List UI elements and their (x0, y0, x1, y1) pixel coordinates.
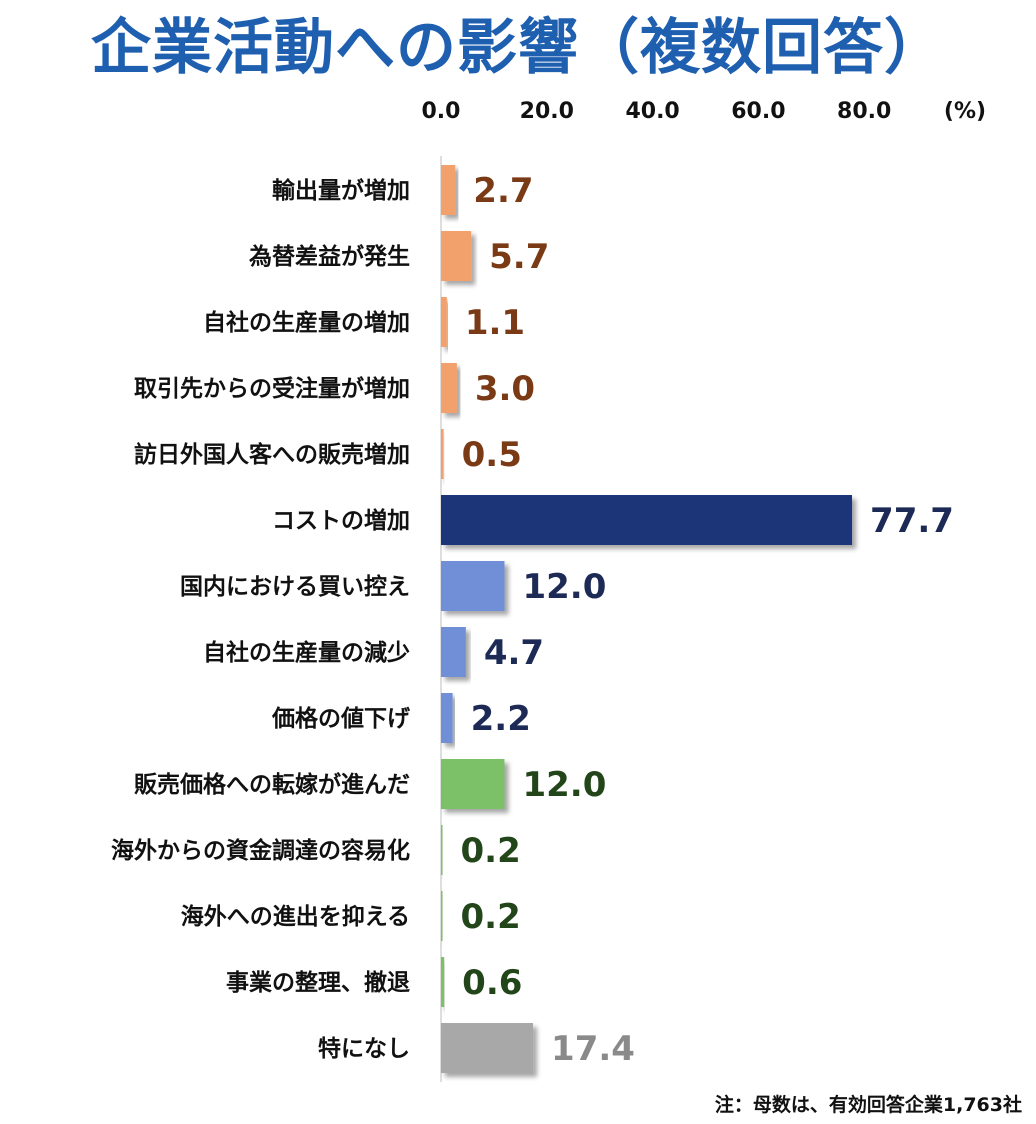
category-label: 価格の値下げ (271, 705, 411, 732)
category-label: 為替差益が発生 (249, 243, 410, 270)
axis-unit-label: (%) (944, 99, 986, 124)
category-label: 事業の整理、撤退 (226, 969, 410, 996)
value-label: 12.0 (522, 765, 606, 805)
bar (441, 1023, 534, 1073)
value-label: 2.7 (473, 171, 533, 211)
bar (441, 759, 505, 809)
bars (441, 165, 853, 1073)
value-label: 0.6 (462, 963, 522, 1003)
value-label: 0.2 (461, 897, 521, 937)
category-label: 自社の生産量の減少 (203, 639, 410, 666)
bar (441, 957, 445, 1007)
category-label: 輸出量が増加 (272, 177, 410, 204)
chart-title: 企業活動への影響（複数回答） (91, 12, 945, 83)
value-label: 1.1 (465, 303, 525, 343)
category-label: 海外からの資金調達の容易化 (111, 837, 410, 864)
category-label: 取引先からの受注量が増加 (134, 375, 410, 402)
value-label: 5.7 (489, 237, 549, 277)
value-label: 17.4 (551, 1029, 635, 1069)
x-tick-label: 0.0 (422, 99, 461, 124)
x-tick-label: 60.0 (731, 99, 785, 124)
bar (441, 891, 443, 941)
category-label: 国内における買い控え (180, 573, 410, 600)
value-labels: 2.75.71.13.00.577.712.04.72.212.00.20.20… (461, 171, 954, 1069)
x-tick-label: 40.0 (625, 99, 679, 124)
bar (441, 693, 453, 743)
value-label: 3.0 (475, 369, 535, 409)
bar (441, 297, 447, 347)
bar (441, 495, 853, 545)
value-label: 4.7 (484, 633, 544, 673)
category-label: コストの増加 (272, 507, 410, 534)
category-label: 海外への進出を抑える (181, 903, 410, 930)
category-label: 訪日外国人客への販売増加 (134, 441, 410, 468)
bar (441, 429, 444, 479)
bar (441, 165, 456, 215)
category-label: 自社の生産量の増加 (203, 309, 410, 336)
bar (441, 825, 443, 875)
value-label: 0.5 (462, 435, 522, 475)
category-label: 特になし (318, 1036, 410, 1062)
x-tick-label: 20.0 (520, 99, 574, 124)
bar (441, 627, 466, 677)
bar (441, 561, 505, 611)
bar (441, 231, 472, 281)
value-label: 2.2 (471, 699, 531, 739)
footnote: 注：母数は、有効回答企業1,763社 (714, 1094, 1022, 1116)
x-tick-label: 80.0 (837, 99, 891, 124)
x-axis-ticks: 0.0 20.0 40.0 60.0 80.0 (%) (422, 99, 987, 124)
category-label: 販売価格への転嫁が進んだ (134, 771, 410, 798)
value-label: 12.0 (522, 567, 606, 607)
value-label: 0.2 (461, 831, 521, 871)
value-label: 77.7 (870, 501, 954, 541)
category-labels: 輸出量が増加為替差益が発生自社の生産量の増加取引先からの受注量が増加訪日外国人客… (111, 177, 411, 1062)
bar (441, 363, 457, 413)
